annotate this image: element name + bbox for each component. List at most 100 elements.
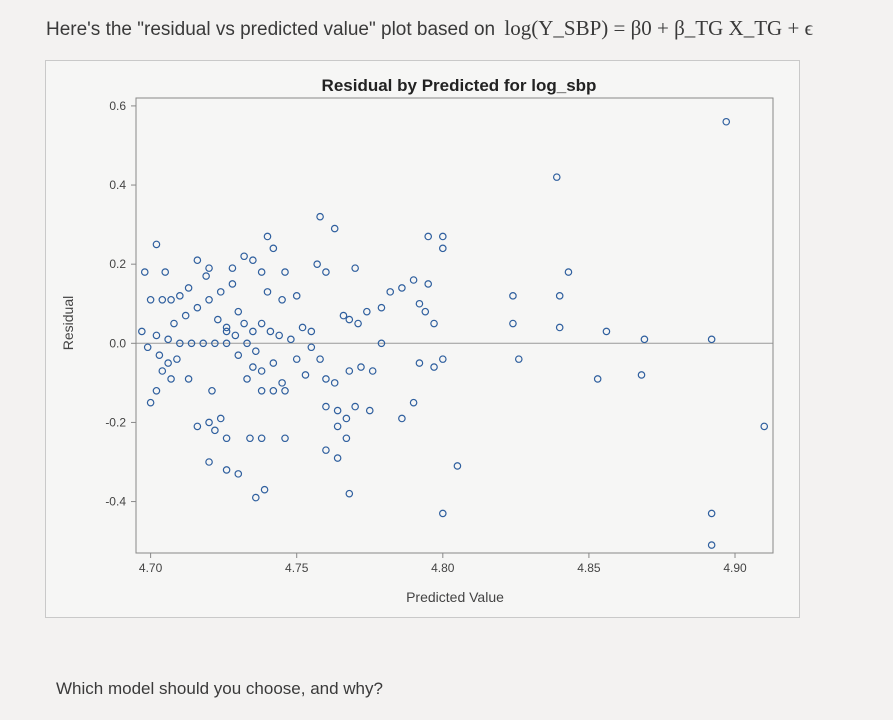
data-point [208,386,216,395]
data-point [637,371,646,379]
data-point [415,359,424,367]
data-point [398,414,406,423]
y-tick-label: 0.6 [109,99,126,113]
data-point [249,256,257,265]
data-point [345,367,354,375]
data-point [351,402,359,411]
data-point [313,260,321,268]
data-point [193,303,202,312]
data-point [222,323,231,332]
data-point [354,319,362,328]
data-point [234,351,243,359]
data-point [222,434,231,443]
data-point [187,339,196,348]
data-point [222,339,231,348]
data-point [564,268,573,276]
data-point [167,375,175,383]
data-point [514,355,523,363]
data-point [707,335,716,344]
data-point [243,339,251,348]
data-point [158,367,167,375]
y-axis-label: Residual [60,296,76,350]
data-point [439,232,447,241]
residual-plot-figure: Residual by Predicted for log_sbp Residu… [45,60,800,618]
data-point [249,363,257,371]
data-point [281,386,289,395]
data-point [330,379,339,387]
chart-title: Residual by Predicted for log_sbp [322,76,597,95]
data-point [176,292,184,300]
data-point [357,363,365,371]
x-axis-label: Predicted Value [406,589,504,605]
data-point [509,319,517,328]
data-point [707,509,716,518]
data-point [269,244,278,253]
y-tick-label: -0.2 [105,415,126,429]
data-point [199,339,208,348]
data-point [281,268,289,276]
data-point [193,422,202,431]
data-point [333,422,342,431]
data-point [555,323,564,332]
data-point [161,268,170,276]
data-point [342,434,351,443]
data-point [509,292,517,300]
data-point [234,307,243,316]
data-point [211,339,219,348]
data-point [368,367,377,375]
data-point [184,284,193,292]
data-point [228,280,237,288]
data-point [292,292,301,300]
data-point [222,327,231,336]
data-point [707,541,716,549]
plot-frame [135,97,774,554]
data-point [205,295,213,304]
data-point [252,493,260,502]
data-point [722,117,731,126]
data-point [263,232,272,241]
y-tick-label: -0.4 [105,495,126,509]
x-tick-label: 4.80 [431,561,455,575]
data-point [409,276,418,284]
data-point [211,426,219,435]
intro-sentence: Here's the "residual vs predicted value"… [46,19,496,40]
data-point [140,268,149,276]
data-point [552,173,561,181]
y-tick-label: 0.4 [109,178,126,192]
data-point [439,355,447,363]
data-point [386,288,395,296]
data-point [351,264,359,272]
data-point [275,331,283,340]
data-point [377,339,386,348]
data-point [234,470,243,478]
data-point [228,264,237,272]
data-point [249,327,257,336]
residual-plot: Residual by Predicted for log_sbp Residu… [60,76,774,605]
data-point [298,323,307,332]
question-text: Which model should you choose, and why? [56,679,383,698]
data-point [263,288,272,296]
data-point [287,335,295,344]
data-point [424,280,433,288]
data-point [152,386,161,395]
data-point [216,414,225,423]
data-point [164,335,172,344]
data-point [278,295,286,304]
data-point [257,367,266,375]
data-point [281,434,289,443]
data-point [252,347,260,356]
data-point [316,355,324,363]
data-point [152,240,161,249]
data-point [164,359,172,367]
data-point [202,272,210,280]
data-point [158,295,167,304]
data-point [322,268,330,276]
data-point [345,489,354,498]
data-point [430,319,438,328]
data-point [301,371,310,379]
data-point [152,331,161,340]
data-point [278,379,286,387]
data-point [602,327,611,336]
data-point [409,398,418,407]
data-point [593,375,602,383]
